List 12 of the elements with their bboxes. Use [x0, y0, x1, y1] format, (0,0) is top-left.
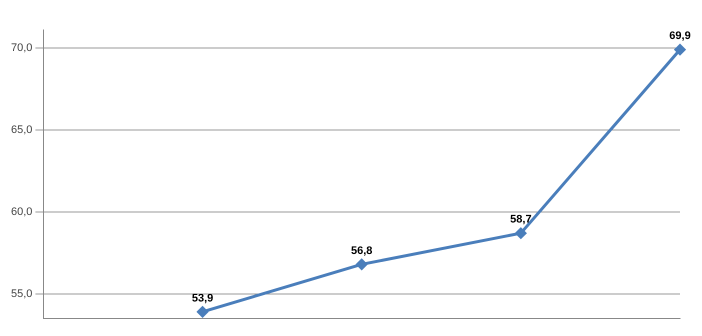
point	[356, 258, 368, 270]
y-tick-label: 70,0	[10, 42, 32, 54]
y-tick-label: 60,0	[10, 206, 32, 218]
data-label: 53,9	[192, 292, 214, 304]
point	[197, 306, 208, 318]
y-tick-label: 65,0	[10, 124, 32, 136]
point	[515, 228, 526, 239]
data-label: 56,8	[350, 244, 372, 257]
y-tick-label: 55,0	[10, 288, 32, 300]
data-label: 69,9	[669, 30, 691, 42]
data-label: 58,7	[510, 214, 532, 226]
point	[674, 44, 686, 56]
